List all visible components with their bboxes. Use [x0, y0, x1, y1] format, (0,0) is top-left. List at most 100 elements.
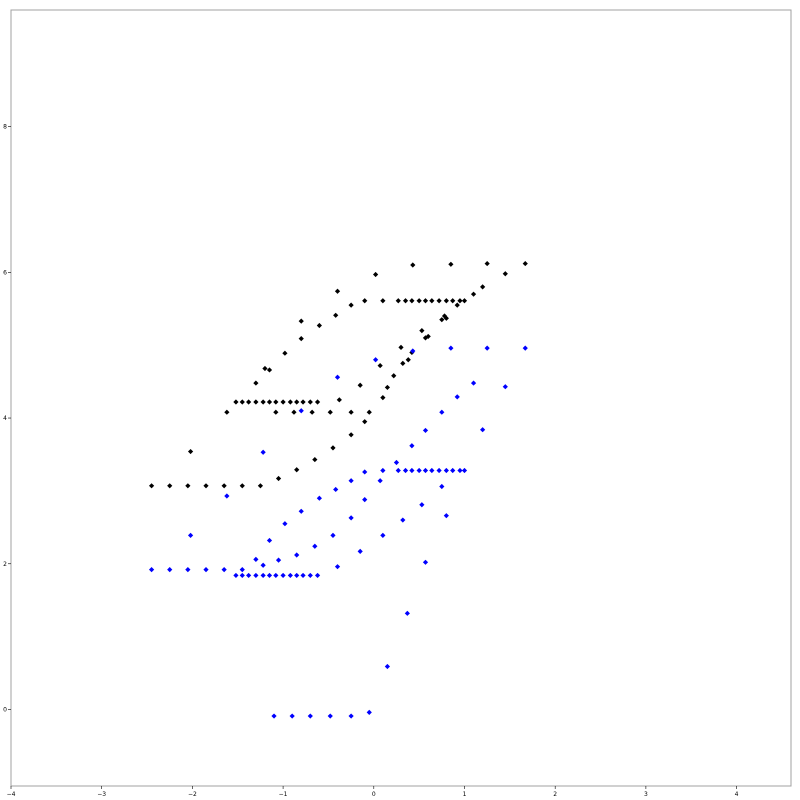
blue-data-point [221, 566, 227, 573]
blue-data-point [185, 566, 191, 573]
blue-data-point [294, 552, 300, 558]
blue-data-point [334, 374, 341, 380]
x-tick-label: 1 [463, 791, 467, 798]
blue-data-point [395, 467, 401, 474]
black-data-point [221, 483, 227, 489]
x-tick-label: 2 [553, 791, 557, 798]
black-data-point [327, 409, 333, 415]
black-data-point [441, 313, 448, 319]
blue-data-point [380, 467, 386, 474]
y-axis: 0 2 4 6 8 [3, 124, 11, 713]
x-tick-label: 3 [644, 791, 648, 798]
black-data-point [402, 298, 409, 304]
blue-data-point [373, 357, 379, 363]
black-data-point [316, 322, 322, 329]
x-tick-label: −4 [7, 791, 16, 798]
blue-data-point [400, 517, 406, 523]
black-data-point [422, 298, 429, 304]
blue-data-point [522, 345, 528, 351]
black-data-point [253, 399, 259, 405]
black-data-point [454, 302, 460, 308]
blue-data-point [366, 709, 372, 716]
y-tick-label: 8 [3, 124, 7, 131]
blue-data-point [419, 502, 425, 508]
black-data-point [348, 409, 354, 415]
black-data-point [300, 399, 306, 405]
blue-data-point [266, 537, 273, 544]
black-data-point [502, 271, 508, 277]
blue-data-point [327, 713, 333, 719]
black-data-point [380, 395, 386, 401]
blue-data-point [260, 562, 266, 568]
x-axis: −4 −3 −2 −1 0 1 2 3 4 [7, 786, 739, 798]
blue-data-point [307, 572, 313, 579]
black-data-point [470, 291, 477, 297]
black-data-point [294, 467, 300, 473]
black-data-point [187, 448, 194, 455]
blue-data-point [253, 572, 259, 579]
black-data-point [336, 397, 342, 403]
blue-data-point [362, 469, 368, 475]
blue-data-point [330, 532, 336, 538]
blue-data-point [187, 532, 194, 538]
blue-data-point [316, 495, 322, 501]
blue-data-point [298, 408, 304, 414]
blue-data-point [422, 427, 429, 434]
blue-data-point [275, 557, 282, 563]
x-tick-label: −2 [188, 791, 197, 798]
y-tick-label: 4 [3, 415, 7, 422]
blue-data-point [439, 483, 445, 490]
black-data-point [405, 357, 411, 363]
black-data-point [148, 483, 155, 489]
blue-data-point [167, 566, 173, 573]
blue-data-point [461, 467, 468, 474]
black-data-point [233, 399, 239, 405]
x-tick-label: −1 [279, 791, 288, 798]
black-data-point [314, 399, 321, 405]
black-data-point [391, 373, 397, 379]
black-data-point [484, 260, 490, 267]
black-data-point [395, 298, 401, 304]
blue-data-point [457, 467, 463, 474]
black-data-point [429, 298, 435, 304]
blue-data-point [233, 572, 239, 579]
black-data-point [333, 312, 339, 318]
black-data-point [203, 483, 209, 489]
black-data-point [266, 399, 273, 405]
blue-data-point [260, 572, 266, 579]
black-data-point [273, 409, 279, 415]
blue-data-point [334, 564, 341, 570]
blue-data-point [443, 467, 449, 474]
black-data-point [410, 262, 416, 268]
blue-data-point [450, 467, 456, 474]
blue-data-point [448, 345, 454, 351]
blue-data-point [484, 345, 490, 351]
blue-data-point [239, 572, 245, 579]
black-data-point [282, 350, 288, 356]
black-data-point [294, 399, 300, 405]
blue-data-point [224, 493, 230, 499]
black-data-point [443, 315, 449, 321]
black-data-point [334, 288, 341, 294]
black-data-point [357, 382, 363, 388]
black-data-point [366, 409, 372, 415]
data-points [148, 260, 528, 719]
black-data-point [348, 432, 354, 438]
black-data-point [461, 298, 468, 304]
black-data-point [298, 318, 304, 324]
blue-data-point [380, 532, 386, 538]
black-data-point [312, 456, 318, 463]
black-data-point [246, 399, 252, 405]
blue-data-point [307, 713, 313, 719]
black-data-point [480, 284, 486, 290]
black-data-point [273, 399, 279, 405]
black-data-point [167, 483, 173, 489]
black-data-point [398, 344, 404, 350]
x-tick-label: 0 [372, 791, 376, 798]
black-data-point [448, 261, 454, 267]
blue-data-point [260, 449, 266, 455]
black-data-point [291, 409, 297, 415]
black-data-point [185, 483, 191, 489]
black-data-point [400, 360, 406, 366]
